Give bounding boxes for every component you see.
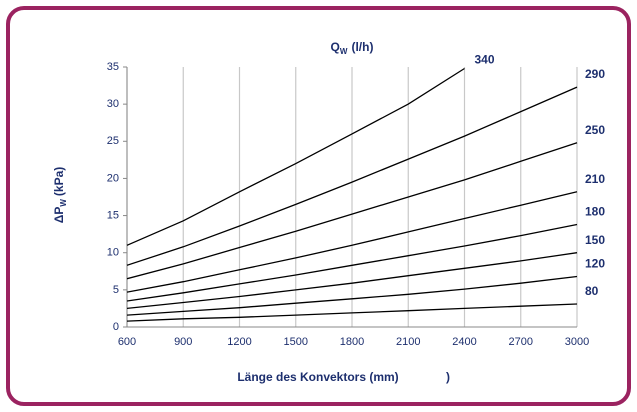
x-tick-label: 2400: [452, 336, 476, 348]
series-label: 210: [585, 172, 605, 186]
y-tick-label: 35: [107, 61, 119, 73]
y-tick-label: 0: [113, 321, 119, 333]
x-tick-label: 900: [174, 336, 192, 348]
series-label: 180: [585, 205, 605, 219]
x-tick-label: 2700: [509, 336, 533, 348]
series-label: 290: [585, 67, 605, 81]
series-label: 340: [475, 53, 495, 67]
series-line: [126, 191, 578, 293]
series-line: [126, 142, 578, 280]
series-line: [126, 275, 578, 316]
series-label: 150: [585, 233, 605, 247]
series-label: 250: [585, 123, 605, 137]
y-tick-label: 15: [107, 209, 119, 221]
series-label: 120: [585, 257, 605, 271]
y-tick-label: 5: [113, 284, 119, 296]
annotation: ): [446, 370, 450, 384]
series-line: [126, 252, 578, 310]
y-label-sub: W: [59, 199, 68, 207]
y-label-main: ΔP: [52, 207, 66, 224]
y-tick-label: 30: [107, 98, 119, 110]
title-unit: (l/h): [351, 40, 373, 54]
x-tick-label: 3000: [565, 336, 589, 348]
x-tick-label: 1500: [284, 336, 308, 348]
series-line: [126, 223, 578, 302]
y-tick-label: 25: [107, 135, 119, 147]
series-line: [126, 86, 578, 266]
x-tick-label: 1800: [340, 336, 364, 348]
y-tick-label: 20: [107, 172, 119, 184]
x-tick-label: 2100: [396, 336, 420, 348]
title-main: Q: [331, 40, 340, 54]
series-line: [126, 303, 578, 322]
y-tick-label: 10: [107, 247, 119, 259]
series-label: 80: [585, 284, 599, 298]
series-line: [126, 67, 465, 246]
y-axis-label: ΔPW (kPa): [52, 167, 68, 224]
x-tick-label: 600: [118, 336, 136, 348]
x-axis-label: Länge des Konvektors (mm): [237, 370, 398, 384]
y-label-unit: (kPa): [52, 167, 66, 196]
x-tick-label: 1200: [227, 336, 251, 348]
chart-title: QW (l/h): [331, 40, 374, 56]
frame: [6, 6, 631, 406]
title-sub: W: [340, 47, 348, 56]
